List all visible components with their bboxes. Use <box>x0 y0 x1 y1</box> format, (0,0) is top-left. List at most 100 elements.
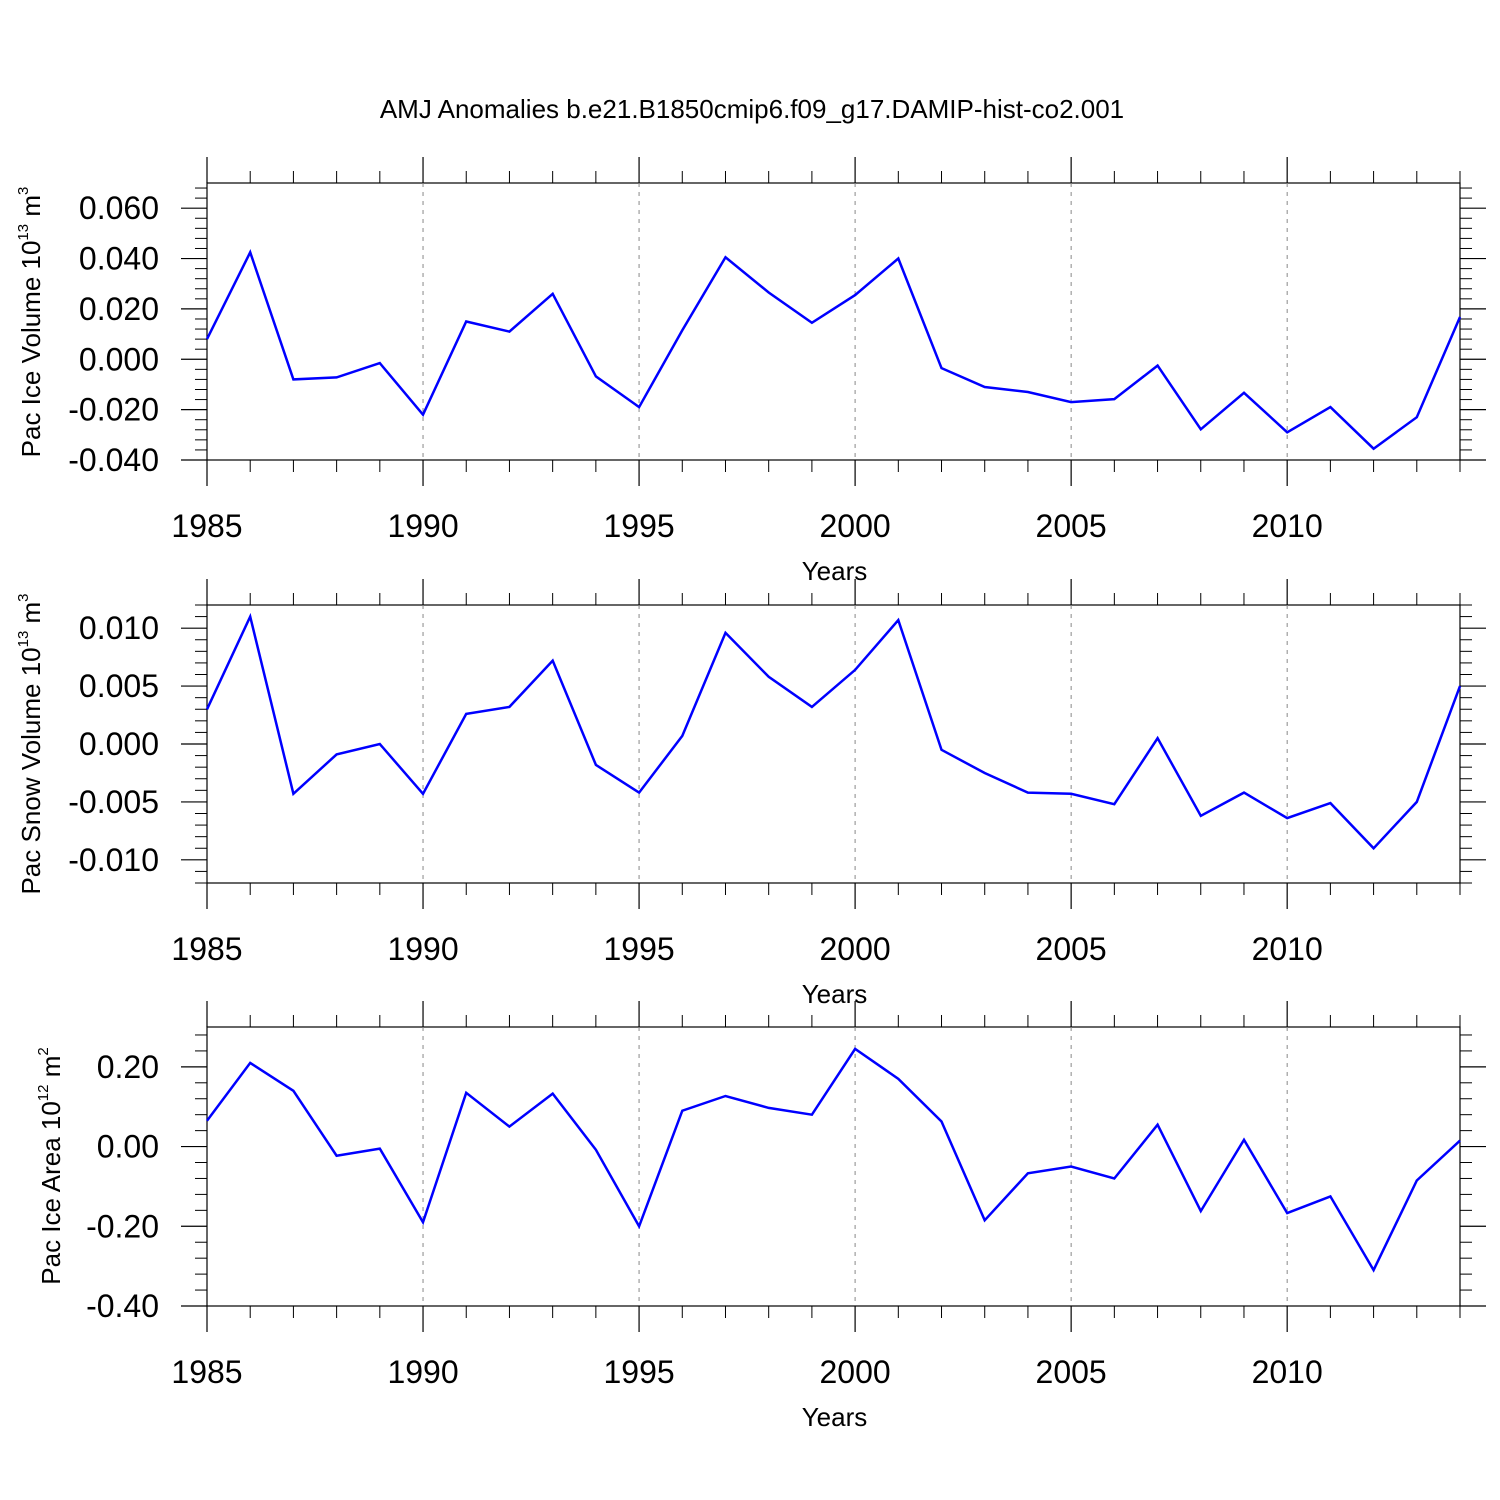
x-tick-label: 1995 <box>603 1354 674 1390</box>
x-tick-label: 2010 <box>1252 1354 1323 1390</box>
x-tick-label: 1995 <box>603 931 674 967</box>
panels: 1985 1990 1995 2000 2005 2010 Years -0.040 -0.02… <box>15 157 1486 1432</box>
y-axis-label-main: Pac Ice Volume 10 <box>16 241 46 458</box>
x-tick-label: 2010 <box>1252 931 1323 967</box>
data-point <box>291 377 295 381</box>
data-point <box>1156 1123 1160 1127</box>
data-point <box>637 405 641 409</box>
data-point <box>205 707 209 711</box>
data-point <box>594 1148 598 1152</box>
y-tick-label: -0.40 <box>86 1288 159 1324</box>
x-tick-label: 1985 <box>171 931 242 967</box>
x-tick-label: 2000 <box>820 1354 891 1390</box>
y-tick-label: -0.005 <box>68 784 159 820</box>
data-point <box>767 1106 771 1110</box>
data-point <box>810 1113 814 1117</box>
data-point <box>983 771 987 775</box>
data-point <box>507 1125 511 1129</box>
data-point <box>421 413 425 417</box>
data-point <box>551 659 555 663</box>
plot-frame <box>206 182 1461 461</box>
plot-frame <box>206 1026 1461 1307</box>
y-tick-label: 0.010 <box>79 610 159 646</box>
y-axis-label-main: Pac Snow Volume 10 <box>16 647 46 894</box>
data-point <box>464 1091 468 1095</box>
data-point <box>291 1089 295 1093</box>
y-axis-label-exponent: 13 <box>15 224 32 241</box>
data-point <box>378 361 382 365</box>
data-point <box>680 328 684 332</box>
data-point <box>335 1154 339 1158</box>
data-point <box>1199 427 1203 431</box>
data-point <box>248 250 252 254</box>
y-tick-label: -0.010 <box>68 842 159 878</box>
plot-frame <box>206 604 1461 884</box>
y-axis-label-exponent: 12 <box>35 1084 52 1101</box>
data-point <box>1199 1209 1203 1213</box>
data-point <box>1328 1194 1332 1198</box>
x-axis-label: Years <box>802 1402 868 1432</box>
data-point <box>1069 792 1073 796</box>
data-point <box>810 705 814 709</box>
data-point <box>1069 1165 1073 1169</box>
chart-panel-2: 1985 1990 1995 2000 2005 2010 Years -0.010 -0.00… <box>15 579 1486 1009</box>
figure-title: AMJ Anomalies b.e21.B1850cmip6.f09_g17.D… <box>380 94 1124 124</box>
y-axis-label: Pac Ice Area 1012 m2 <box>35 1047 66 1284</box>
y-axis-label-main: Pac Ice Area 10 <box>36 1101 66 1285</box>
y-tick-label: -0.040 <box>68 442 159 478</box>
x-tick-label: 1990 <box>387 931 458 967</box>
data-point <box>637 1224 641 1228</box>
y-tick-label: 0.000 <box>79 341 159 377</box>
y-axis-label-unit-exponent: 3 <box>15 593 32 601</box>
data-point <box>248 615 252 619</box>
data-point <box>1242 391 1246 395</box>
y-axis-label-unit: m <box>36 1056 66 1085</box>
data-point <box>378 742 382 746</box>
data-point <box>723 1094 727 1098</box>
data-point <box>680 1109 684 1113</box>
data-point <box>1112 1176 1116 1180</box>
x-axis-label: Years <box>802 556 868 586</box>
x-axis-label: Years <box>802 979 868 1009</box>
x-tick-label: 1985 <box>171 1354 242 1390</box>
series-line <box>205 612 1462 851</box>
data-point <box>1415 1178 1419 1182</box>
y-tick-label: 0.000 <box>79 726 159 762</box>
data-point <box>983 385 987 389</box>
data-point <box>1458 1139 1462 1143</box>
data-point <box>1372 447 1376 451</box>
series-line <box>205 249 1462 451</box>
data-point <box>551 292 555 296</box>
data-point <box>1415 415 1419 419</box>
y-axis-label-exponent: 13 <box>15 631 32 648</box>
data-point <box>421 792 425 796</box>
data-point <box>896 257 900 261</box>
y-axis-label-unit-exponent: 2 <box>35 1047 52 1055</box>
y-axis-label-unit: m <box>16 602 46 631</box>
data-point <box>1458 315 1462 319</box>
data-point <box>248 1061 252 1065</box>
x-tick-label: 2005 <box>1036 1354 1107 1390</box>
x-tick-label: 2005 <box>1036 931 1107 967</box>
y-tick-label: 0.060 <box>79 190 159 226</box>
data-point <box>1242 1138 1246 1142</box>
series-line <box>205 1047 1461 1273</box>
data-point <box>940 748 944 752</box>
y-tick-label: 0.020 <box>79 291 159 327</box>
data-point <box>723 255 727 259</box>
data-point <box>205 337 209 341</box>
data-point <box>291 792 295 796</box>
y-tick-label: -0.20 <box>86 1208 159 1244</box>
data-point <box>767 675 771 679</box>
x-tick-label: 1985 <box>171 508 242 544</box>
x-tick-label: 2000 <box>820 508 891 544</box>
data-point <box>1285 1211 1289 1215</box>
data-point <box>810 321 814 325</box>
data-point <box>637 791 641 795</box>
data-point <box>940 366 944 370</box>
data-point <box>507 330 511 334</box>
data-point <box>1069 400 1073 404</box>
data-point <box>1026 390 1030 394</box>
data-point <box>983 1218 987 1222</box>
data-point <box>464 320 468 324</box>
